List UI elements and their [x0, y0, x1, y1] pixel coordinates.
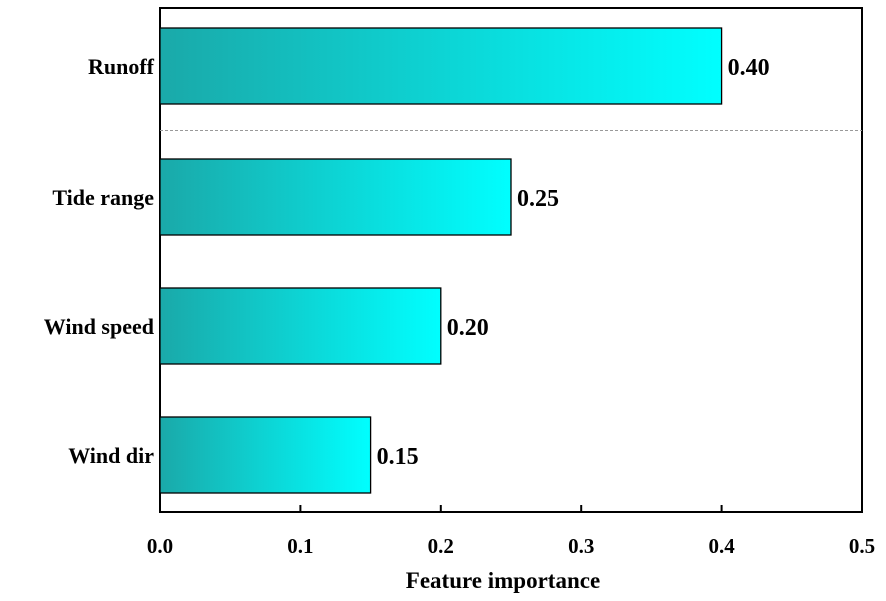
x-axis-ticks: 0.0 0.1 0.2 0.3 0.4 0.5: [147, 505, 875, 558]
plot-area: [159, 7, 863, 513]
x-tick-label: 0.3: [568, 534, 594, 558]
value-label-wind-dir: 0.15: [377, 444, 419, 470]
category-label-wind-speed: Wind speed: [44, 314, 154, 339]
value-label-runoff: 0.40: [728, 55, 770, 81]
category-label-runoff: Runoff: [88, 54, 155, 79]
bar-runoff: [159, 27, 723, 105]
plot-frame: [159, 7, 863, 513]
category-label-tide-range: Tide range: [52, 185, 154, 210]
x-tick-label: 0.0: [147, 534, 173, 558]
value-label-tide-range: 0.25: [517, 186, 559, 212]
bar-wind-dir: [159, 416, 372, 494]
bar-wind-speed: [159, 287, 442, 365]
value-label-wind-speed: 0.20: [447, 315, 489, 341]
x-tick-label: 0.1: [287, 534, 313, 558]
x-tick-label: 0.2: [428, 534, 454, 558]
x-tick-label: 0.5: [849, 534, 875, 558]
x-tick-label: 0.4: [708, 534, 735, 558]
bar-tide-range: [159, 158, 512, 236]
category-label-wind-dir: Wind dir: [68, 443, 154, 468]
x-axis-title: Feature importance: [406, 568, 600, 593]
bars: 0.40 Runoff 0.25 Tide range 0.20 Wind speed 0.…: [44, 27, 770, 494]
